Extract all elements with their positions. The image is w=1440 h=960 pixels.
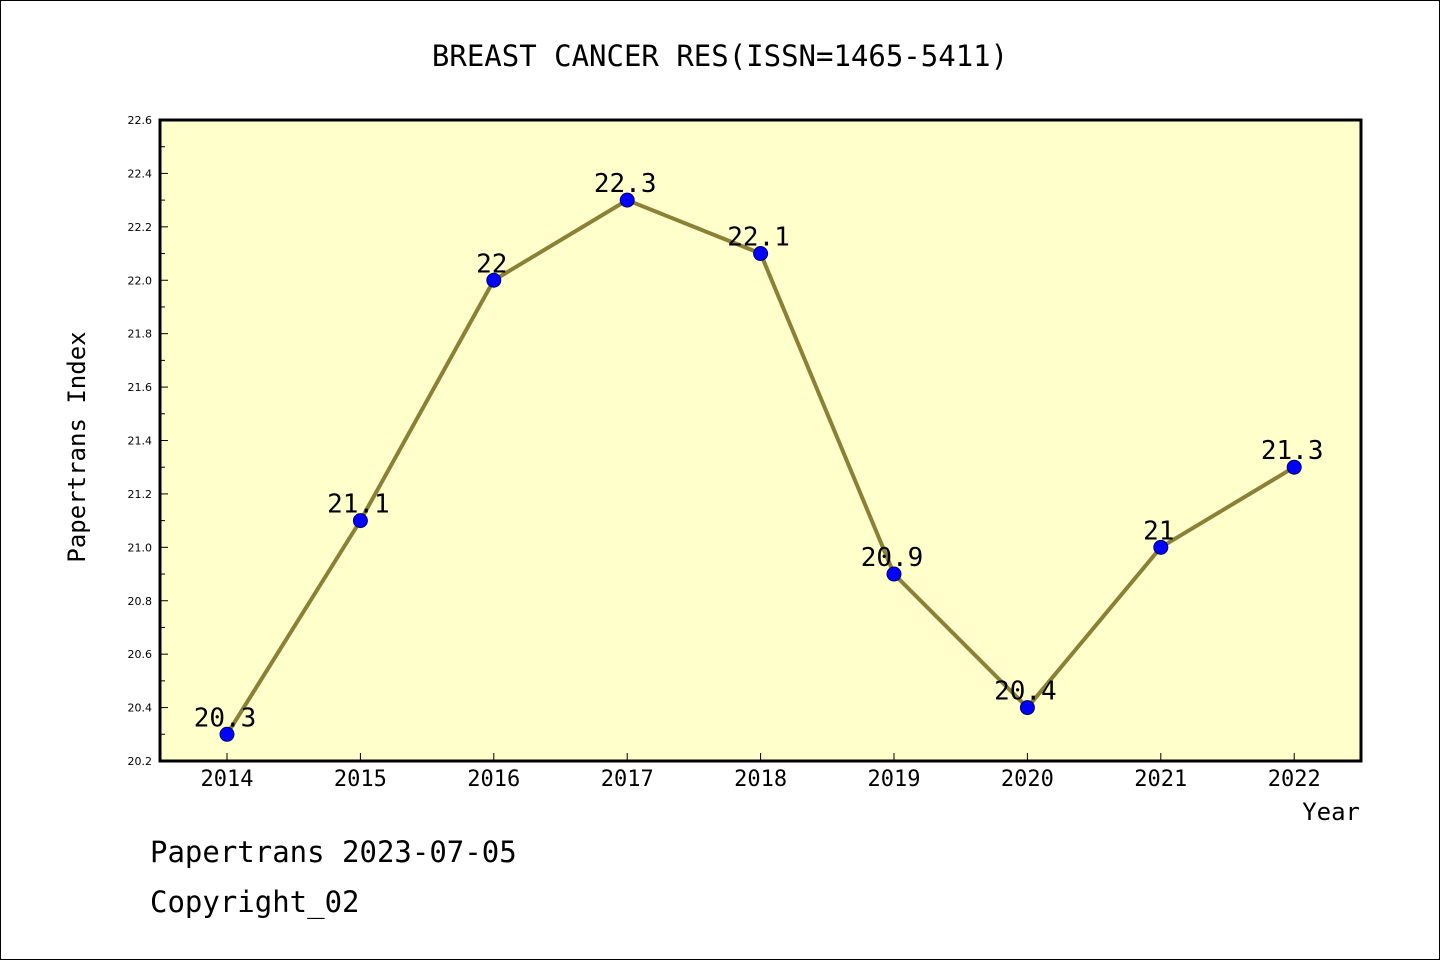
y-tick-label: 22.4 [128, 167, 153, 180]
y-tick-label: 20.2 [128, 755, 153, 768]
data-point [886, 566, 902, 582]
data-label: 20.4 [994, 677, 1057, 707]
data-labels: 20.3 21.1 22 22.3 22.1 20.9 20.4 21 21.3 [194, 169, 1324, 733]
data-label: 20.3 [194, 703, 257, 733]
x-tick-label: 2018 [734, 767, 787, 792]
x-tick-label: 2015 [334, 767, 387, 792]
data-label: 21 [1143, 516, 1174, 546]
data-point [352, 513, 368, 529]
data-point [619, 192, 635, 208]
data-point [1153, 539, 1169, 555]
data-point [486, 272, 502, 288]
data-label: 22 [476, 249, 507, 279]
x-tick-label: 2020 [1001, 767, 1054, 792]
y-tick-label: 22.0 [128, 274, 153, 287]
data-point [1286, 459, 1302, 475]
y-tick-label: 21.2 [128, 488, 153, 501]
x-tick-label: 2017 [601, 767, 654, 792]
y-tick-label: 20.4 [128, 702, 153, 715]
data-point [1019, 700, 1035, 716]
y-tick-label: 20.6 [128, 648, 153, 661]
y-tick-label: 22.2 [128, 221, 153, 234]
data-label: 22.1 [727, 223, 790, 253]
data-label: 21.3 [1261, 436, 1324, 466]
y-tick-label: 22.6 [128, 114, 153, 127]
chart-title: BREAST CANCER RES(ISSN=1465-5411) [432, 39, 1008, 73]
plot-area [158, 118, 1363, 763]
x-tick-label: 2019 [868, 767, 921, 792]
data-label: 21.1 [327, 490, 390, 520]
data-label: 20.9 [861, 543, 924, 573]
y-axis-label: Papertrans Index [63, 331, 91, 562]
y-axis-ticks: 20.2 20.4 20.6 20.8 21.0 21.2 21.4 21.6 21.8 22.0… [128, 114, 168, 768]
x-tick-label: 2022 [1268, 767, 1321, 792]
series-markers [219, 192, 1302, 742]
data-label: 22.3 [594, 169, 657, 199]
data-point [219, 726, 235, 742]
x-tick-label: 2021 [1134, 767, 1187, 792]
y-tick-label: 21.0 [128, 541, 153, 554]
y-tick-label: 21.6 [128, 381, 153, 394]
y-tick-label: 21.4 [128, 435, 153, 448]
y-tick-label: 20.8 [128, 595, 153, 608]
x-axis-label: Year [1302, 798, 1360, 826]
x-tick-label: 2014 [201, 767, 254, 792]
x-tick-label: 2016 [467, 767, 520, 792]
x-axis-ticks: 2014 2015 2016 2017 2018 2019 2020 2021 2022 [201, 753, 1321, 792]
footer-copyright: Copyright_02 [150, 885, 360, 919]
data-point [753, 246, 769, 262]
y-tick-label: 21.8 [128, 328, 153, 341]
footer-date: Papertrans 2023-07-05 [150, 835, 517, 869]
